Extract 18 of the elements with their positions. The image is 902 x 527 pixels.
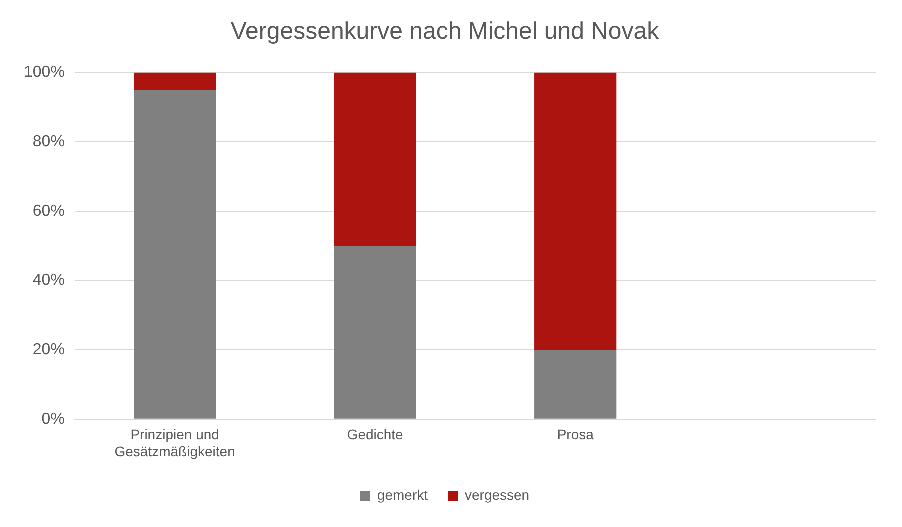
- y-tick-label: 60%: [32, 202, 65, 220]
- legend-label: vergessen: [464, 486, 530, 503]
- x-tick-label: Prosa: [557, 426, 594, 443]
- x-tick-label: Prinzipien und Gesätzmäßigkeiten: [114, 426, 236, 460]
- bar: [534, 72, 617, 350]
- x-tick-label: Gedichte: [347, 426, 404, 443]
- bar: [134, 72, 216, 90]
- y-tick-label: 40%: [32, 272, 65, 290]
- y-tick-label: 20%: [32, 341, 65, 358]
- y-tick-label: 80%: [32, 134, 65, 151]
- bar: [334, 246, 416, 419]
- bar: [134, 90, 216, 419]
- bar: [334, 72, 416, 246]
- y-tick-label: 100%: [24, 64, 65, 82]
- bar: [534, 350, 617, 419]
- legend-label: gemerkt: [377, 486, 428, 503]
- chart-title: Vergessenkurve nach Michel und Novak: [230, 18, 660, 46]
- y-tick-label: 0%: [42, 410, 65, 428]
